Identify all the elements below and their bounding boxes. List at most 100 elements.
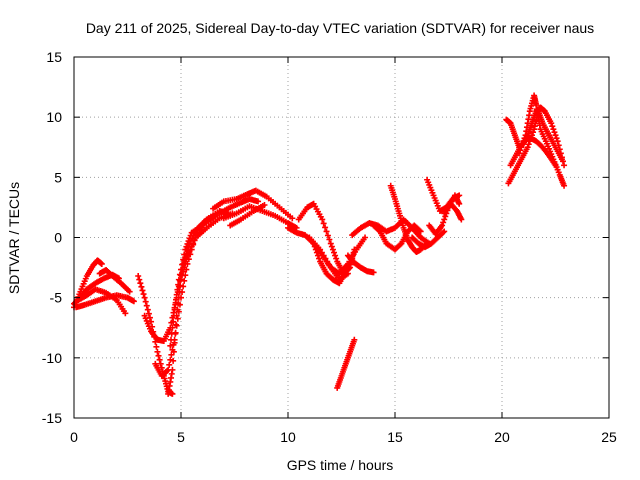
data-point	[181, 277, 188, 284]
data-point	[322, 224, 329, 231]
data-point	[439, 222, 446, 229]
data-point	[182, 260, 189, 267]
data-point	[171, 339, 178, 346]
data-point	[155, 352, 162, 359]
x-axis-label: GPS time / hours	[287, 457, 394, 473]
data-point	[148, 318, 155, 325]
data-point	[525, 141, 532, 148]
data-point	[156, 356, 163, 363]
data-point	[326, 261, 333, 268]
data-point	[185, 249, 192, 256]
data-point	[351, 336, 358, 343]
data-point	[188, 243, 195, 250]
data-point	[553, 135, 560, 142]
data-point	[328, 243, 335, 250]
data-point	[319, 216, 326, 223]
data-point	[548, 120, 555, 127]
data-point	[331, 249, 338, 256]
data-point	[168, 330, 175, 337]
grid	[74, 57, 609, 418]
data-point	[441, 216, 448, 223]
data-point	[317, 246, 324, 253]
data-point	[326, 236, 333, 243]
data-point	[137, 280, 144, 287]
series-arc-ae	[507, 134, 559, 169]
data-point	[126, 288, 133, 295]
data-point	[182, 246, 189, 253]
series-arc-c	[73, 292, 137, 311]
data-point	[370, 269, 377, 276]
data-point	[178, 266, 184, 273]
y-tick-label: 10	[46, 109, 62, 125]
data-point	[551, 129, 558, 136]
data-point	[136, 276, 143, 283]
series-arc-f	[135, 273, 176, 397]
chart-title: Day 211 of 2025, Sidereal Day-to-day VTE…	[86, 20, 594, 36]
data-point	[122, 310, 129, 317]
data-point	[168, 336, 175, 343]
series-arc-e	[96, 266, 133, 295]
data-point	[314, 252, 321, 259]
data-point	[181, 251, 188, 258]
data-point	[362, 234, 369, 241]
data-point	[199, 222, 206, 229]
data-point	[322, 255, 329, 262]
x-tick-label: 15	[387, 429, 403, 445]
data-point	[456, 200, 463, 207]
data-point	[183, 243, 190, 250]
data-point	[550, 126, 557, 133]
data-point	[135, 273, 142, 280]
data-point	[186, 235, 193, 242]
data-point	[440, 229, 447, 236]
data-point	[167, 356, 174, 363]
data-point	[332, 252, 339, 259]
data-point	[416, 227, 423, 234]
data-point	[344, 270, 351, 277]
x-tick-label: 10	[280, 429, 296, 445]
y-tick-label: 15	[46, 49, 62, 65]
data-point	[324, 258, 331, 265]
data-point	[554, 138, 561, 145]
data-point	[180, 256, 187, 263]
data-point	[172, 301, 179, 308]
data-point	[169, 324, 176, 331]
data-point	[98, 260, 105, 267]
data-point	[375, 227, 382, 234]
data-point	[333, 255, 340, 262]
data-layer	[71, 92, 568, 397]
data-point	[140, 291, 147, 298]
data-point	[561, 162, 568, 169]
data-point	[157, 360, 164, 367]
data-point	[153, 343, 160, 350]
ticks: 0 5 10 15 20 25 -15 -10 -5 0 5 10 15	[42, 49, 617, 445]
data-point	[561, 182, 568, 189]
data-point	[175, 300, 182, 307]
series-arc-g	[141, 212, 219, 344]
data-point	[351, 246, 358, 253]
series-arc-x	[409, 228, 448, 251]
y-axis-label: SDTVAR / TECUs	[6, 182, 22, 294]
data-point	[175, 276, 182, 283]
data-point	[141, 294, 148, 301]
data-point	[458, 216, 465, 223]
data-point	[169, 366, 176, 373]
data-point	[139, 287, 146, 294]
data-point	[166, 361, 173, 368]
series-arc-w	[387, 182, 431, 255]
data-point	[255, 198, 262, 205]
data-point	[187, 232, 194, 239]
y-tick-label: -10	[42, 350, 62, 366]
data-point	[184, 240, 191, 247]
data-point	[417, 228, 424, 235]
data-point	[185, 238, 192, 245]
series-arc-j	[167, 222, 206, 349]
data-point	[289, 215, 296, 222]
series-arc-l	[210, 187, 296, 222]
data-point	[176, 271, 183, 278]
data-point	[144, 306, 151, 313]
series-arc-s	[334, 336, 358, 391]
data-point	[138, 283, 145, 290]
data-point	[180, 283, 187, 290]
data-point	[154, 348, 161, 355]
